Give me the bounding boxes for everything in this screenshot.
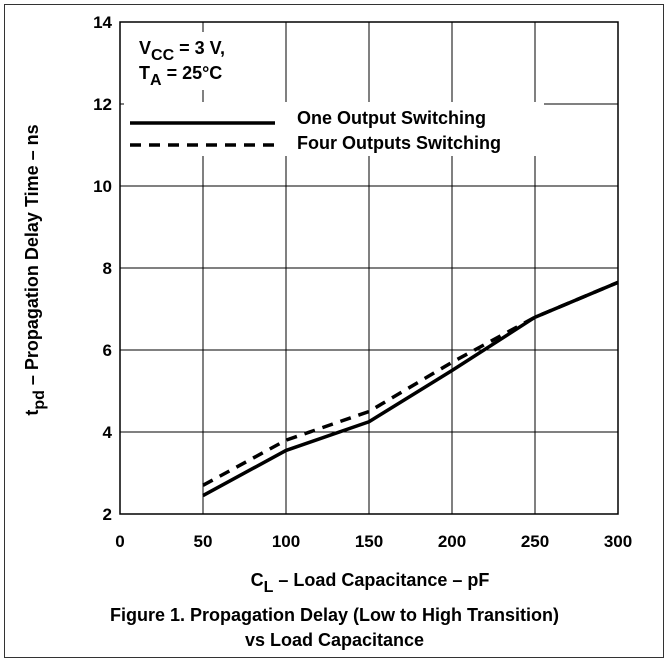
x-tick-label: 200: [438, 532, 466, 551]
legend-background: [124, 102, 544, 156]
x-axis-label: CL – Load Capacitance – pF: [251, 570, 490, 596]
conditions-background: [128, 32, 278, 90]
x-tick-label: 0: [115, 532, 124, 551]
series-lines: [202, 280, 619, 498]
plot-border: [119, 21, 619, 515]
x-tick-label: 100: [272, 532, 300, 551]
grid: [119, 21, 619, 515]
legend-label-one-output: One Output Switching: [297, 108, 486, 128]
series-line-four-outputs: [202, 280, 619, 487]
series-line-one-output: [202, 280, 619, 498]
legend-label-four-outputs: Four Outputs Switching: [297, 133, 501, 153]
figure-frame: [4, 4, 664, 658]
x-tick-label: 300: [604, 532, 632, 551]
figure-caption-line1: Figure 1. Propagation Delay (Low to High…: [109, 605, 560, 625]
condition-ta: TA = 25°C: [139, 63, 222, 89]
y-tick-label: 8: [103, 259, 112, 278]
y-tick-label: 14: [93, 13, 112, 32]
y-tick-label: 12: [93, 95, 112, 114]
y-axis-label: tpd – Propagation Delay Time – ns: [22, 124, 48, 415]
y-tick-label: 4: [103, 423, 113, 442]
x-tick-label: 250: [521, 532, 549, 551]
y-tick-label: 2: [103, 505, 112, 524]
condition-vcc: VCC = 3 V,: [139, 38, 225, 64]
figure-caption-line2: vs Load Capacitance: [244, 630, 425, 650]
x-tick-label: 150: [355, 532, 383, 551]
chart: 0 50 100 150 200 250 300 2 4 6 8 10 12 14 VCC = 3 V,…: [22, 13, 632, 596]
x-tick-label: 50: [194, 532, 213, 551]
x-tick-labels: 0 50 100 150 200 250 300: [115, 532, 632, 551]
y-tick-label: 10: [93, 177, 112, 196]
y-tick-labels: 2 4 6 8 10 12 14: [93, 13, 112, 524]
y-tick-label: 6: [103, 341, 112, 360]
